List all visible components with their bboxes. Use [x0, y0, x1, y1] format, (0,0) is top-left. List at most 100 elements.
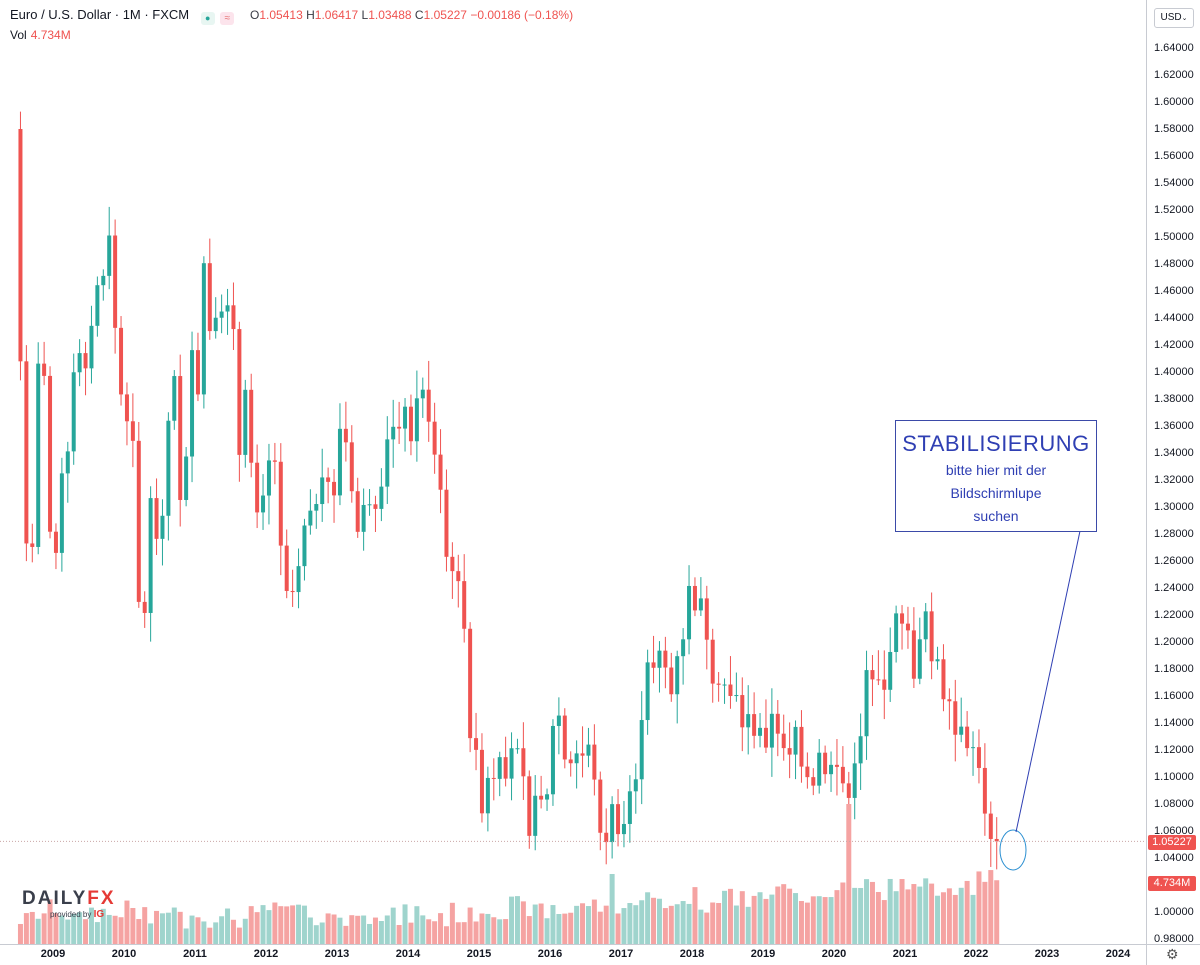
candle-body: [900, 613, 905, 624]
candle-body: [621, 823, 626, 835]
price-tick-label: 1.00000: [1154, 906, 1194, 918]
volume-bar: [225, 908, 231, 944]
candle-body: [645, 662, 650, 721]
volume-bar: [881, 900, 887, 944]
time-axis[interactable]: 2009 2010 2011 2012 2013 2014 2015 2016 2017 2018…: [0, 944, 1146, 965]
candle-body: [290, 590, 295, 593]
volume-bar: [656, 898, 662, 944]
time-tick-label: 2011: [183, 948, 207, 960]
price-tick-label: 1.18000: [1154, 663, 1194, 675]
candle-body: [119, 327, 124, 395]
time-tick-label: 2012: [253, 948, 279, 960]
wave-icon[interactable]: ≈: [220, 12, 235, 25]
candle-body: [669, 667, 674, 695]
volume-bar: [29, 911, 35, 944]
candle-body: [207, 263, 212, 332]
annotation-box[interactable]: STABILISIERUNG bitte hier mit der Bildsc…: [895, 420, 1097, 532]
volume-bar: [674, 904, 680, 944]
volume-bar: [864, 879, 870, 944]
volume-bar: [118, 917, 124, 944]
price-tick-label: 1.14000: [1154, 717, 1194, 729]
volume-bar: [834, 890, 840, 944]
volume-bar: [775, 886, 781, 944]
volume-bar: [793, 893, 799, 944]
volume-bar: [727, 888, 733, 944]
candle-body: [373, 504, 378, 509]
volume-bar: [905, 889, 911, 944]
volume-bar: [278, 906, 284, 944]
candle-body: [261, 495, 266, 513]
volume-bar: [337, 917, 343, 944]
market-status-icon[interactable]: ●: [200, 12, 215, 25]
volume-bar: [787, 888, 793, 944]
price-tick-label: 1.20000: [1154, 636, 1194, 648]
volume-bar: [248, 906, 254, 944]
highlight-ellipse: [999, 829, 1027, 871]
price-tick-label: 1.04000: [1154, 852, 1194, 864]
candle-body: [184, 456, 189, 500]
volume-bar: [207, 927, 213, 944]
price-tick-label: 1.46000: [1154, 285, 1194, 297]
price-axis[interactable]: 1.64000 1.62000 1.60000 1.58000 1.56000 1.540…: [1146, 0, 1200, 945]
volume-bar: [887, 878, 893, 944]
time-tick-label: 2017: [608, 948, 634, 960]
candle-body: [651, 662, 656, 668]
volume-bar: [828, 897, 834, 944]
annotation-arrow: [1015, 530, 1081, 833]
volume-bar: [177, 911, 183, 944]
candle-body: [793, 726, 798, 755]
price-tick-label: 0.98000: [1154, 933, 1194, 945]
volume-bar: [627, 903, 633, 944]
candle-body: [994, 838, 999, 842]
volume-bar: [47, 899, 53, 944]
settings-gear-icon[interactable]: ⚙: [1166, 946, 1179, 962]
time-tick-label: 2018: [679, 948, 705, 960]
volume-bar: [651, 897, 657, 944]
volume-bar: [455, 922, 461, 944]
candle-body: [379, 486, 384, 509]
volume-bar: [65, 919, 71, 944]
candle-body: [107, 235, 112, 276]
volume-bar: [722, 890, 728, 944]
volume-label[interactable]: Vol: [10, 28, 27, 42]
candle-body: [432, 421, 437, 455]
candle-body: [385, 439, 390, 487]
candle-body: [249, 389, 254, 463]
candle-body: [716, 683, 721, 685]
dailyfx-logo[interactable]: DAILYFX provided by IG: [22, 888, 116, 920]
candle-body: [355, 491, 360, 532]
time-tick-label: 2015: [466, 948, 492, 960]
volume-bar: [219, 916, 225, 944]
ohlc-values: O1.05413 H1.06417 L1.03488 C1.05227 −0.0…: [250, 8, 574, 22]
volume-bar: [242, 918, 248, 944]
close-value: 1.05227: [423, 8, 467, 22]
volume-bar: [402, 904, 408, 944]
volume-bar: [574, 905, 580, 944]
time-tick-label: 2014: [395, 948, 421, 960]
symbol-title[interactable]: Euro / U.S. Dollar · 1M · FXCM: [10, 7, 190, 22]
candle-body: [775, 713, 780, 734]
volume-bar: [396, 925, 402, 944]
chart-area[interactable]: [0, 0, 1146, 944]
volume-bar: [544, 918, 550, 944]
volume-value: 4.734M: [30, 28, 71, 42]
volume-bar: [461, 922, 467, 944]
price-tick-label: 1.34000: [1154, 447, 1194, 459]
candlestick-plot[interactable]: [0, 0, 1146, 944]
currency-selector[interactable]: USD⌄: [1154, 8, 1194, 28]
candle-body: [627, 791, 632, 824]
candle-body: [817, 752, 822, 786]
volume-bar: [301, 905, 307, 944]
candle-body: [361, 504, 366, 532]
volume-bar: [550, 905, 556, 944]
volume-bar: [35, 918, 41, 944]
candle-body: [639, 720, 644, 780]
price-tick-label: 1.16000: [1154, 690, 1194, 702]
candle-body: [923, 611, 928, 640]
candle-body: [113, 235, 118, 328]
volume-bar: [751, 895, 757, 944]
volume-bar: [763, 898, 769, 944]
price-tick-label: 1.42000: [1154, 339, 1194, 351]
volume-bar: [585, 906, 591, 944]
candle-body: [852, 763, 857, 798]
